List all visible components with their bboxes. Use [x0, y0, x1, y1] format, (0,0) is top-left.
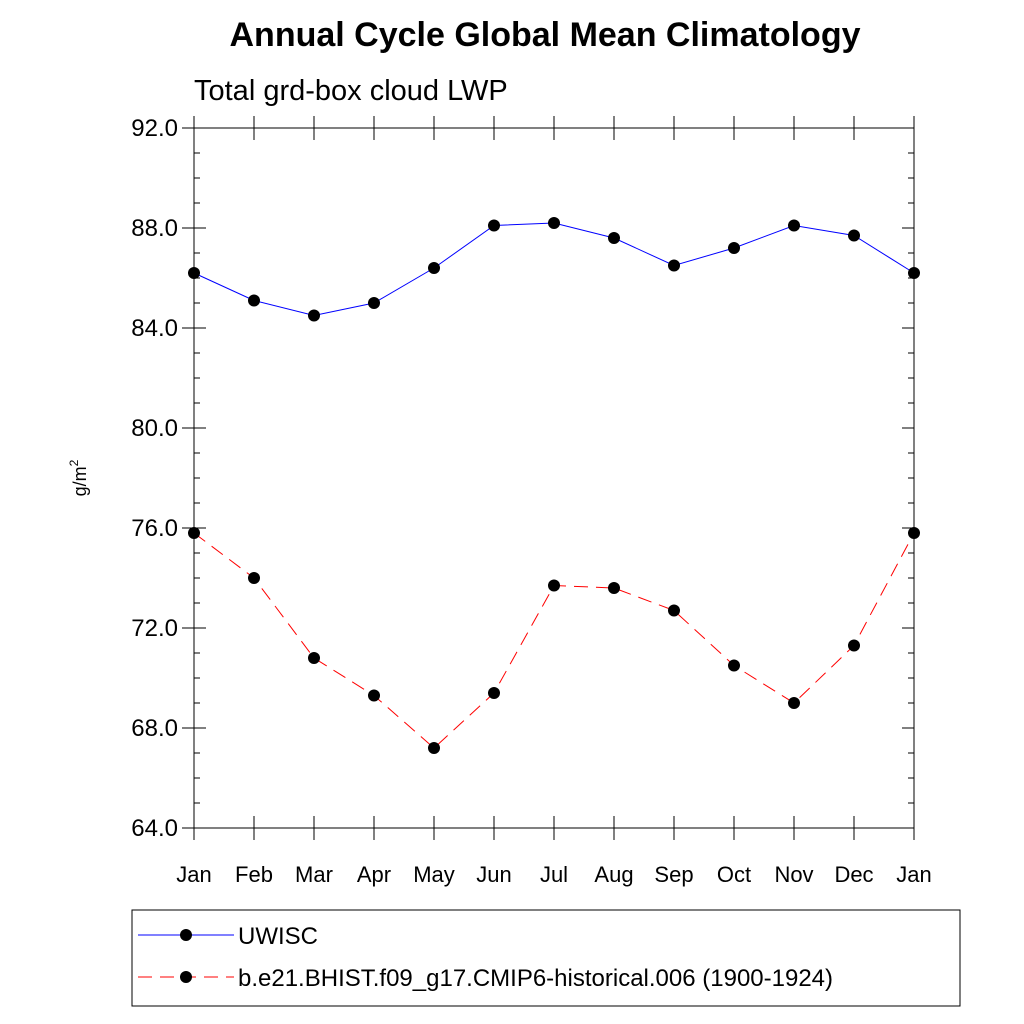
- y-tick-label: 92.0: [131, 115, 178, 142]
- series-layer: [188, 217, 920, 754]
- x-tick-label: Sep: [654, 862, 693, 887]
- x-tick-labels: Jan Feb Mar Apr May Jun Jul Aug Sep Oct Nov Dec Jan: [176, 862, 931, 887]
- y-tick-label: 68.0: [131, 715, 178, 742]
- series-1-point: [848, 639, 860, 652]
- x-tick-label: Jan: [896, 862, 931, 887]
- y-tick-label: 88.0: [131, 215, 178, 242]
- series-0-point: [788, 219, 800, 232]
- y-axis-label-text: g/m: [70, 466, 90, 496]
- x-tick-label: May: [413, 862, 455, 887]
- svg-text:g/m2: g/m2: [67, 459, 90, 496]
- series-0-point: [908, 267, 920, 279]
- legend: UWISC b.e21.BHIST.f09_g17.CMIP6-historic…: [131, 909, 961, 1007]
- series-line-0: [193, 222, 915, 317]
- series-0-point: [668, 259, 680, 272]
- x-tick-label: Aug: [594, 862, 633, 887]
- series-line-1: [193, 532, 915, 749]
- series-1-point: [188, 527, 200, 539]
- series-0-point: [848, 229, 860, 242]
- y-tick-label: 64.0: [131, 815, 178, 842]
- y-axis-label-superscript: 2: [67, 459, 81, 466]
- x-tick-label: Jan: [176, 862, 211, 887]
- x-tick-label: Jun: [476, 862, 511, 887]
- x-tick-label: Mar: [295, 862, 333, 887]
- y-tick-label: 80.0: [131, 415, 178, 442]
- x-tick-label: Jul: [540, 862, 568, 887]
- series-0-point: [308, 309, 320, 322]
- series-1-point: [308, 652, 320, 664]
- x-tick-label: Feb: [235, 862, 273, 887]
- series-1-point: [548, 579, 560, 592]
- legend-marker-cmip6: [180, 971, 192, 983]
- chart-subtitle: Total grd-box cloud LWP: [194, 75, 508, 107]
- series-0-point: [188, 267, 200, 279]
- chart-title: Annual Cycle Global Mean Climatology: [230, 16, 861, 54]
- y-tick-label: 72.0: [131, 615, 178, 642]
- series-0-point: [488, 219, 500, 232]
- series-1-point: [788, 697, 800, 709]
- series-1-point: [668, 604, 680, 617]
- x-tick-label: Dec: [834, 862, 873, 887]
- y-tick-label: 84.0: [131, 315, 178, 342]
- legend-marker-uwisc: [180, 929, 192, 941]
- series-0-point: [608, 232, 620, 244]
- series-0-point: [548, 217, 560, 229]
- series-0-point: [368, 297, 380, 309]
- legend-label-cmip6: b.e21.BHIST.f09_g17.CMIP6-historical.006…: [238, 965, 833, 992]
- series-0-point: [248, 294, 260, 307]
- axis-ticks: [182, 116, 915, 840]
- series-1-point: [488, 687, 500, 699]
- series-0-point: [728, 242, 740, 254]
- series-1-point: [908, 527, 920, 539]
- series-1-point: [608, 582, 620, 594]
- x-tick-label: Apr: [357, 862, 391, 887]
- series-1-point: [248, 572, 260, 584]
- series-0-point: [428, 262, 440, 274]
- y-axis-label: g/m2: [67, 459, 90, 496]
- series-1-point: [728, 659, 740, 672]
- x-tick-label: Oct: [717, 862, 751, 887]
- series-1-point: [428, 742, 440, 754]
- plot-frame: [193, 127, 915, 829]
- legend-label-uwisc: UWISC: [238, 923, 318, 950]
- y-tick-labels: 64.0 68.0 72.0 76.0 80.0 84.0 88.0 92.0: [131, 115, 178, 842]
- y-tick-label: 76.0: [131, 515, 178, 542]
- x-tick-label: Nov: [774, 862, 813, 887]
- legend-box: [131, 909, 961, 1007]
- series-1-point: [368, 689, 380, 702]
